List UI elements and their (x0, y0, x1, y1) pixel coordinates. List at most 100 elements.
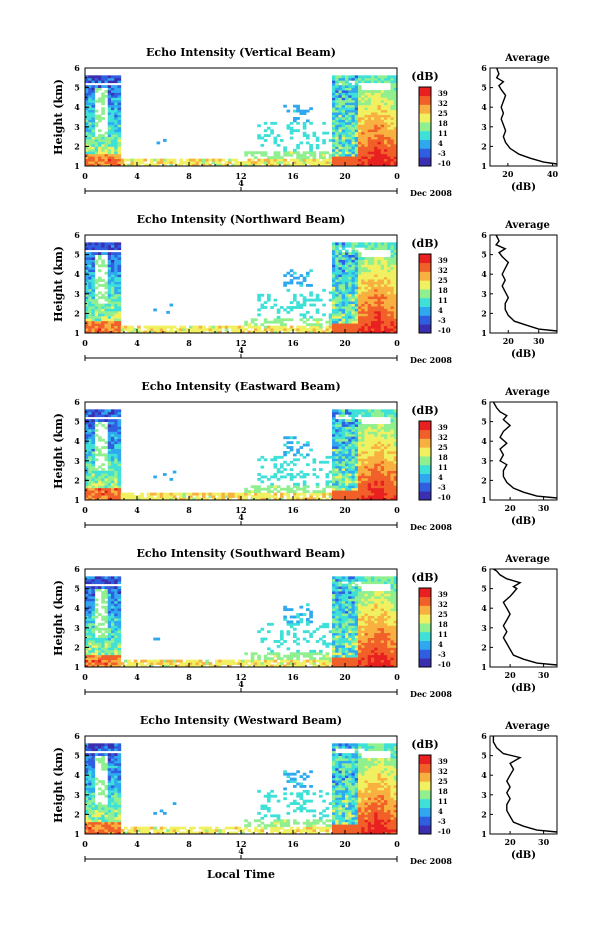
colorbar-swatch (419, 473, 431, 483)
heatmap-cell (367, 296, 372, 300)
heatmap-cell (289, 436, 294, 440)
heatmap-cell (338, 313, 343, 317)
heatmap-cell (358, 153, 362, 157)
heatmap-cell (289, 654, 294, 658)
heatmap-cell (341, 75, 346, 79)
heatmap-cell (380, 288, 385, 292)
heatmap-cell (348, 463, 352, 467)
heatmap-cell (393, 284, 398, 287)
heatmap-cell (114, 635, 118, 638)
heatmap-cell (107, 92, 112, 96)
heatmap-cell (169, 303, 174, 307)
heatmap-cell (374, 90, 378, 93)
heatmap-cell (111, 315, 115, 319)
heatmap-cell (286, 662, 291, 665)
heatmap-cell (364, 480, 369, 484)
heatmap-cell (351, 271, 356, 275)
heatmap-cell (296, 163, 300, 167)
heatmap-cell (94, 652, 99, 656)
heatmap-cell (371, 482, 375, 486)
heatmap-cell (377, 261, 382, 265)
heatmap-cell (111, 129, 115, 133)
heatmap-cell (94, 490, 99, 494)
heatmap-cell (91, 308, 96, 312)
day-label: 4 (238, 512, 244, 522)
heatmap-cell (104, 644, 109, 648)
heatmap-cell (341, 318, 346, 322)
heatmap-cell (91, 595, 96, 599)
heatmap-cell (338, 323, 343, 327)
heatmap-cell (371, 288, 375, 292)
heatmap-cell (111, 485, 115, 489)
heatmap-cell (384, 490, 388, 494)
heatmap-cell (364, 259, 369, 263)
heatmap-cell (257, 458, 261, 462)
heatmap-cell (371, 296, 375, 300)
heatmap-cell (335, 85, 339, 88)
heatmap-cell (244, 492, 248, 496)
heatmap-cell (315, 475, 320, 479)
heatmap-cell (114, 419, 118, 422)
heatmap-cell (361, 453, 365, 457)
heatmap-cell (296, 143, 300, 147)
heatmap-cell (335, 119, 339, 123)
heatmap-cell (114, 433, 118, 437)
heatmap-cell (390, 247, 395, 251)
heatmap-cell (98, 421, 102, 425)
heatmap-cell (195, 495, 200, 498)
heatmap-cell (393, 269, 398, 273)
heatmap-cell (380, 102, 385, 106)
average-x-axis-label: (dB) (511, 182, 536, 193)
heatmap-cell (117, 652, 122, 656)
heatmap-cell (358, 411, 362, 415)
heatmap-cell (88, 124, 92, 128)
heatmap-cell (371, 328, 375, 331)
heatmap-cell (345, 409, 349, 413)
heatmap-cell (358, 254, 362, 258)
heatmap-cell (361, 264, 365, 268)
heatmap-cell (367, 495, 372, 498)
heatmap-cell (101, 97, 105, 101)
heatmap-cell (257, 630, 261, 634)
heatmap-cell (117, 659, 122, 663)
heatmap-cell (237, 497, 242, 501)
heatmap-cell (338, 109, 343, 113)
heatmap-cell (88, 426, 92, 430)
heatmap-cell (338, 446, 343, 449)
heatmap-cell (332, 80, 336, 84)
heatmap-cell (348, 323, 352, 327)
heatmap-cell (85, 269, 89, 273)
heatmap-cell (325, 460, 330, 464)
heatmap-cell (361, 313, 365, 317)
heatmap-cell (387, 257, 391, 260)
heatmap-cell (107, 131, 112, 135)
heatmap-cell (98, 657, 102, 661)
heatmap-cell (107, 148, 112, 152)
heatmap-cell (348, 468, 352, 471)
heatmap-cell (351, 288, 356, 292)
heatmap-cell (387, 426, 391, 430)
heatmap-cell (91, 259, 96, 263)
heatmap-cell (309, 163, 313, 167)
colorbar-unit: (dB) (411, 237, 438, 250)
heatmap-cell (351, 284, 356, 287)
heatmap-cell (380, 124, 385, 128)
heatmap-cell (85, 620, 89, 624)
heatmap-cell (296, 330, 300, 334)
heatmap-cell (306, 640, 310, 643)
heatmap-cell (335, 293, 339, 297)
heatmap-cell (270, 657, 274, 661)
heatmap-cell (254, 664, 258, 668)
heatmap-cell (374, 424, 378, 427)
heatmap-cell (224, 659, 229, 663)
heatmap-cell (367, 315, 372, 319)
heatmap-cell (88, 451, 92, 454)
heatmap-cell (393, 146, 398, 150)
heatmap-cell (348, 330, 352, 334)
heatmap-cell (367, 414, 372, 418)
heatmap-cell (169, 325, 174, 329)
heatmap-cell (367, 320, 372, 324)
heatmap-cell (98, 156, 102, 160)
heatmap-cell (101, 446, 105, 449)
heatmap-cell (192, 497, 196, 501)
